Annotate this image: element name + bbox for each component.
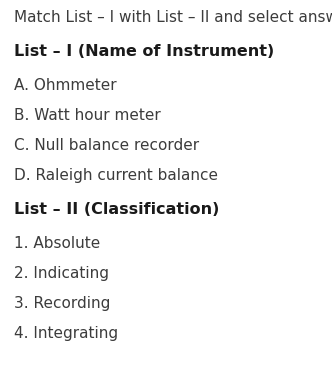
Text: List – I (Name of Instrument): List – I (Name of Instrument) — [14, 44, 274, 59]
Text: C. Null balance recorder: C. Null balance recorder — [14, 138, 199, 153]
Text: Match List – I with List – II and select answer: Match List – I with List – II and select… — [14, 10, 332, 25]
Text: B. Watt hour meter: B. Watt hour meter — [14, 108, 161, 123]
Text: A. Ohmmeter: A. Ohmmeter — [14, 78, 117, 93]
Text: List – II (Classification): List – II (Classification) — [14, 202, 219, 217]
Text: 1. Absolute: 1. Absolute — [14, 236, 100, 251]
Text: 2. Indicating: 2. Indicating — [14, 266, 109, 281]
Text: 4. Integrating: 4. Integrating — [14, 326, 118, 341]
Text: 3. Recording: 3. Recording — [14, 296, 110, 311]
Text: D. Raleigh current balance: D. Raleigh current balance — [14, 168, 218, 183]
